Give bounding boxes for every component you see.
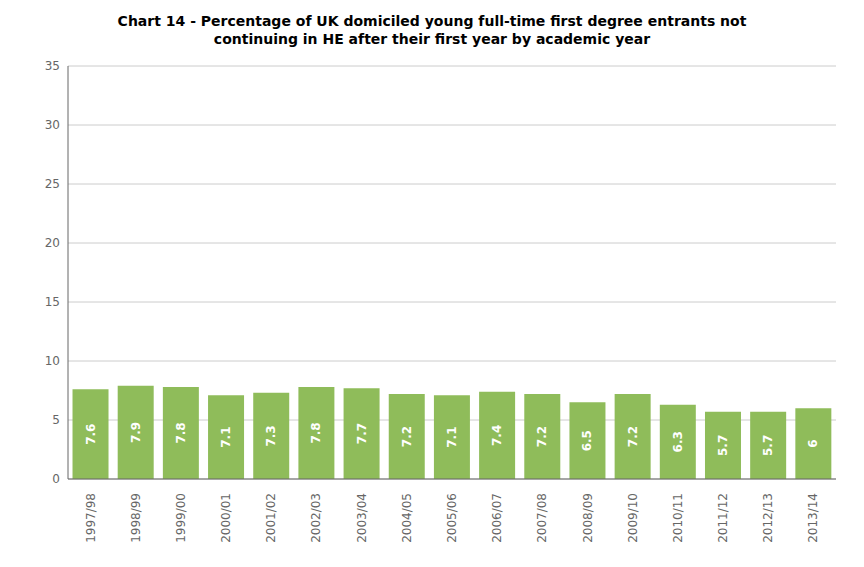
svg-text:2013/14: 2013/14 [806,493,820,543]
svg-text:2003/04: 2003/04 [355,493,369,543]
svg-text:2005/06: 2005/06 [445,493,459,543]
svg-text:7.3: 7.3 [264,425,278,446]
html-text:continuing in HE after their f: continuing in HE after their first year … [213,31,651,47]
svg-text:6: 6 [806,439,820,447]
svg-text:7.4: 7.4 [490,425,504,446]
svg-text:6.5: 6.5 [580,430,594,451]
svg-text:1999/00: 1999/00 [174,493,188,543]
svg-text:7.6: 7.6 [84,424,98,445]
svg-text:2010/11: 2010/11 [671,493,685,543]
svg-text:5: 5 [52,413,60,427]
svg-text:7.1: 7.1 [445,426,459,447]
svg-text:2004/05: 2004/05 [400,493,414,543]
svg-text:7.8: 7.8 [309,422,323,443]
svg-text:1997/98: 1997/98 [84,493,98,543]
svg-text:5.7: 5.7 [716,435,730,456]
svg-text:7.2: 7.2 [400,426,414,447]
svg-text:7.1: 7.1 [219,426,233,447]
svg-text:20: 20 [45,236,60,250]
svg-text:7.7: 7.7 [355,423,369,444]
svg-text:7.2: 7.2 [535,426,549,447]
svg-text:1998/99: 1998/99 [129,493,143,543]
svg-text:2008/09: 2008/09 [581,493,595,543]
svg-text:2000/01: 2000/01 [219,493,233,543]
html-text:Chart 14 - Percentage of UK do: Chart 14 - Percentage of UK domiciled yo… [117,13,747,29]
svg-text:6.3: 6.3 [671,431,685,452]
svg-text:2012/13: 2012/13 [761,493,775,543]
svg-text:15: 15 [45,295,60,309]
svg-text:2009/10: 2009/10 [626,493,640,543]
svg-text:10: 10 [45,354,60,368]
svg-text:2006/07: 2006/07 [490,493,504,543]
svg-text:0: 0 [52,472,60,486]
svg-text:2007/08: 2007/08 [535,493,549,543]
svg-text:2001/02: 2001/02 [264,493,278,543]
svg-text:7.2: 7.2 [626,426,640,447]
svg-text:7.9: 7.9 [129,422,143,443]
svg-text:35: 35 [45,59,60,73]
svg-text:5.7: 5.7 [761,435,775,456]
svg-text:2002/03: 2002/03 [309,493,323,543]
svg-text:2011/12: 2011/12 [716,493,730,543]
svg-text:7.8: 7.8 [174,422,188,443]
svg-text:30: 30 [45,118,60,132]
svg-text:25: 25 [45,177,60,191]
